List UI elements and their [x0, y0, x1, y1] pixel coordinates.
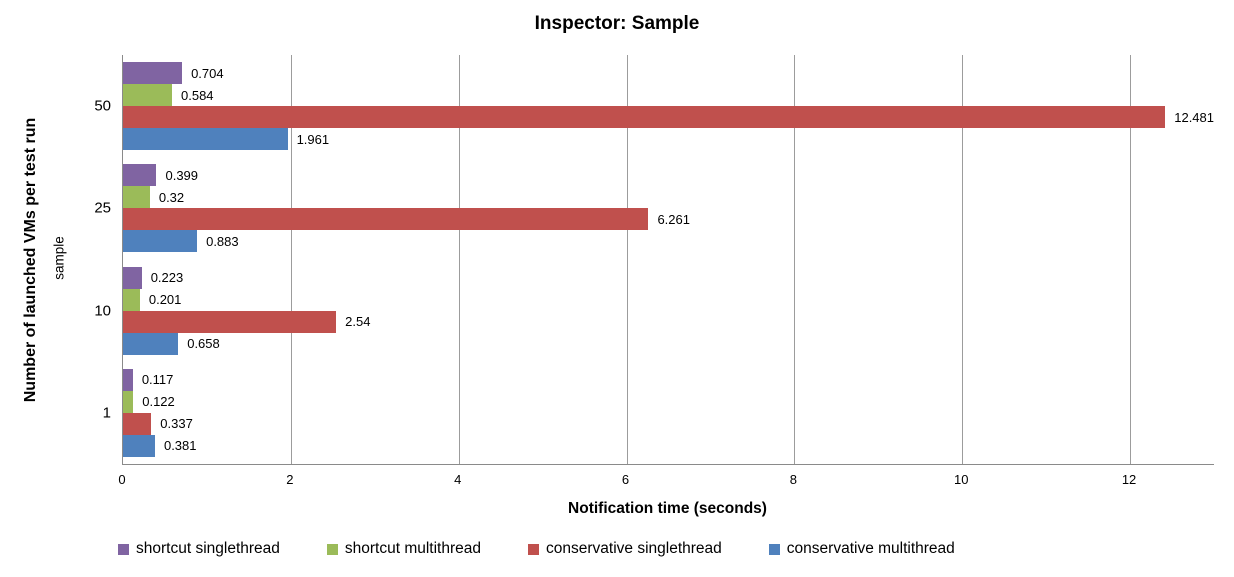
gridline: [1130, 55, 1132, 464]
bar-row: 2.54: [123, 310, 1214, 333]
bar-value-label: 0.584: [181, 87, 214, 103]
bar-value-label: 0.658: [187, 336, 220, 352]
bar-value-label: 0.381: [163, 438, 197, 454]
bar-row: 12.481: [123, 106, 1214, 129]
bar-group: 0.117 0.122 0.337 0.381: [123, 362, 1214, 464]
bar: [123, 332, 179, 355]
bar: [123, 390, 134, 413]
bar-value-label: 0.32: [158, 189, 185, 205]
legend: shortcut singlethread shortcut multithrea…: [118, 540, 955, 558]
bar: [123, 368, 133, 391]
bar-value-label: 2.54: [345, 314, 371, 330]
bar-row: 0.399: [123, 164, 1214, 187]
y-category-label: 50: [94, 97, 111, 115]
legend-item: conservative multithread: [768, 540, 955, 558]
bar-value-label: 0.201: [148, 292, 182, 308]
bar-row: 0.223: [123, 266, 1214, 289]
bar: [123, 288, 140, 311]
bar-value-label: 6.261: [657, 211, 690, 227]
bar-value-label: 1.961: [296, 131, 330, 147]
bar: [123, 310, 337, 333]
y-category-label: 25: [94, 199, 111, 217]
y-axis-subtitle: sample: [51, 236, 67, 280]
bar: [123, 128, 288, 151]
gridline: [794, 55, 796, 464]
bar-value-label: 0.399: [165, 167, 199, 183]
bar: [123, 434, 155, 457]
bar-value-label: 0.337: [160, 416, 193, 432]
bar-value-label: 12.481: [1174, 109, 1214, 125]
bar-row: 0.32: [123, 186, 1214, 209]
bar-row: 0.122: [123, 390, 1214, 413]
legend-label: shortcut singlethread: [136, 540, 280, 557]
bar-value-label: 0.883: [206, 233, 239, 249]
legend-swatch-icon: [768, 543, 780, 555]
bar-row: 0.658: [123, 332, 1214, 355]
bar-value-label: 0.117: [141, 372, 174, 388]
legend-swatch-icon: [528, 543, 540, 555]
legend-swatch-icon: [326, 543, 338, 555]
gridline: [962, 55, 964, 464]
gridline: [458, 55, 460, 464]
legend-swatch-icon: [118, 543, 129, 555]
bar: [123, 186, 150, 209]
legend-item: conservative singlethread: [528, 540, 722, 558]
bar-row: 0.704: [123, 62, 1214, 85]
x-tick-label: 12: [1121, 472, 1137, 487]
y-category-label: 10: [94, 302, 111, 320]
x-tick-label: 6: [621, 472, 630, 487]
bar-row: 0.337: [123, 412, 1214, 435]
bar-row: 0.584: [123, 84, 1214, 107]
bar-group: 0.223 0.201 2.54 0.658: [123, 260, 1214, 362]
bar-value-label: 0.223: [150, 270, 184, 286]
bar: [123, 230, 198, 253]
y-category-label: 1: [102, 404, 111, 422]
plot-area: 0.704 0.584 12.481 1.961 50 0.399 0.32 6.261 0.8…: [94, 55, 1214, 465]
bar-value-label: 0.122: [142, 394, 175, 410]
bar: [123, 106, 1166, 129]
bar: [123, 266, 142, 289]
bar-row: 0.883: [123, 230, 1214, 253]
bar-group: 0.399 0.32 6.261 0.883: [123, 157, 1214, 259]
x-tick-label: 8: [789, 472, 797, 487]
x-tick-label: 4: [454, 472, 462, 487]
bar-row: 0.117: [123, 368, 1214, 391]
x-tick-label: 10: [953, 472, 969, 487]
legend-label: conservative singlethread: [546, 540, 722, 557]
gridline: [290, 55, 292, 464]
legend-item: shortcut multithread: [326, 540, 482, 558]
x-tick-label: 0: [118, 472, 126, 487]
bar-row: 0.201: [123, 288, 1214, 311]
bar-row: 1.961: [123, 128, 1214, 151]
legend-label: conservative multithread: [786, 540, 955, 557]
bar-group: 0.704 0.584 12.481 1.961: [123, 55, 1214, 157]
bar: [123, 412, 152, 435]
gridline: [626, 55, 628, 464]
chart-title: Inspector: Sample: [534, 13, 700, 34]
y-axis-title: Number of launched VMs per test run: [22, 117, 39, 403]
x-axis-title: Notification time (seconds): [568, 500, 767, 517]
x-tick-label: 2: [286, 472, 294, 487]
bar: [123, 84, 172, 107]
bar-row: 0.381: [123, 434, 1214, 457]
bar: [123, 164, 157, 187]
bar-row: 6.261: [123, 208, 1214, 231]
legend-item: shortcut singlethread: [118, 540, 280, 558]
bar-value-label: 0.704: [191, 65, 224, 81]
bar: [123, 62, 183, 85]
bar: [123, 208, 649, 231]
legend-label: shortcut multithread: [344, 540, 482, 557]
